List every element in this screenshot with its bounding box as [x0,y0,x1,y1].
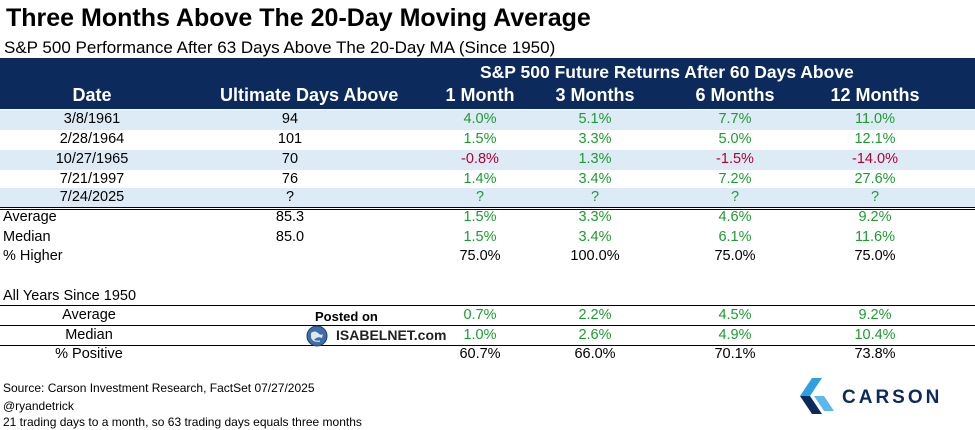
cell-date: 2/28/1964 [59,131,125,147]
cell-6-months: 6.1% [718,229,752,245]
cell-3-months: 3.3% [578,209,612,225]
cell-12-months: 10.4% [854,327,896,343]
all-years-row: % Positive 60.7% 66.0% 70.1% 73.8% [0,345,975,365]
cell-1-month: 1.4% [463,171,497,187]
footer-source: Source: Carson Investment Research, Fact… [3,381,315,395]
cell-1-month: 75.0% [459,248,501,264]
cell-days-above: 101 [277,131,303,147]
cell-3-months: 3.4% [578,229,612,245]
table-row: 2/28/1964 101 1.5% 3.3% 5.0% 12.1% [0,130,975,150]
cell-1-month: -0.8% [461,151,499,167]
cell-12-months: 75.0% [854,248,896,264]
cell-3-months: 2.6% [578,327,612,343]
divider-line [0,209,975,210]
footer-handle: @ryandetrick [3,399,74,413]
cell-12-months: 9.2% [858,307,892,323]
summary-row: Average 85.3 1.5% 3.3% 4.6% 9.2% [0,208,975,228]
cell-1-month: ? [475,189,485,205]
isabelnet-site-label: ISABELNET.com [336,327,447,343]
cell-days-above: 94 [281,111,299,127]
cell-date: 10/27/1965 [55,151,129,167]
cell-1-month: 1.5% [463,229,497,245]
cell-1-month: 1.0% [463,327,497,343]
column-header-6-months: 6 Months [695,85,775,105]
cell-12-months: 9.2% [858,209,892,225]
cell-days-above: 70 [281,151,299,167]
divider-line [0,305,975,306]
page-title: Three Months Above The 20-Day Moving Ave… [6,4,591,32]
cell-1-month: 4.0% [463,111,497,127]
cell-12-months: 11.6% [854,229,896,245]
summary-label: Average [3,209,57,225]
all-years-row: Average 0.7% 2.2% 4.5% 9.2% [0,306,975,326]
table-row: 7/21/1997 76 1.4% 3.4% 7.2% 27.6% [0,170,975,190]
cell-3-months: 3.3% [578,131,612,147]
cell-date: 3/8/1961 [63,111,121,127]
posted-on-label: Posted on [315,309,378,324]
table-row: 7/24/2025 ? ? ? ? ? [0,188,975,208]
cell-12-months: -14.0% [852,151,898,167]
cell-3-months: 100.0% [570,248,620,264]
cell-6-months: ? [730,189,740,205]
divider-line [0,345,975,346]
cell-12-months: 11.0% [854,111,896,127]
isabelnet-watermark: ISABELNET.com [306,324,456,348]
table-header: S&P 500 Future Returns After 60 Days Abo… [0,58,975,109]
cell-1-month: 60.7% [459,346,501,362]
divider-line [0,325,975,326]
table-row: 3/8/1961 94 4.0% 5.1% 7.7% 11.0% [0,110,975,130]
cell-6-months: 4.5% [718,307,752,323]
carson-logo-text: CARSON [842,387,943,408]
cell-12-months: ? [870,189,880,205]
cell-12-months: 12.1% [854,131,896,147]
cell-6-months: 75.0% [714,248,756,264]
cell-3-months: 5.1% [578,111,612,127]
all-years-label: Median [65,327,113,343]
column-header-3-months: 3 Months [555,85,635,105]
cell-6-months: 4.9% [718,327,752,343]
cell-date: 7/21/1997 [59,171,125,187]
table-row: 10/27/1965 70 -0.8% 1.3% -1.5% -14.0% [0,150,975,170]
carson-logo: CARSON [800,378,950,416]
section-title-all-years: All Years Since 1950 [3,288,137,304]
cell-6-months: 7.2% [718,171,752,187]
cell-date: 7/24/2025 [59,189,125,205]
cell-days-above: ? [285,189,295,205]
cell-3-months: ? [590,189,600,205]
cell-6-months: 5.0% [718,131,752,147]
cell-6-months: -1.5% [716,151,754,167]
summary-label: Median [3,229,51,245]
summary-row: Median 85.0 1.5% 3.4% 6.1% 11.6% [0,228,975,248]
cell-12-months: 73.8% [854,346,896,362]
divider-line [0,207,975,208]
cell-3-months: 2.2% [578,307,612,323]
cell-days-above: 76 [281,171,299,187]
summary-label: % Higher [3,248,63,264]
page-subtitle: S&P 500 Performance After 63 Days Above … [4,38,556,57]
column-header-date: Date [72,85,112,105]
cell-3-months: 66.0% [574,346,616,362]
globe-icon [306,325,328,347]
column-header-12-months: 12 Months [830,85,920,105]
cell-1-month: 1.5% [463,131,497,147]
cell-6-months: 4.6% [718,209,752,225]
cell-3-months: 1.3% [578,151,612,167]
cell-12-months: 27.6% [854,171,896,187]
footer-note: 21 trading days to a month, so 63 tradin… [3,415,362,429]
summary-row: % Higher 75.0% 100.0% 75.0% 75.0% [0,247,975,267]
cell-6-months: 70.1% [714,346,756,362]
cell-6-months: 7.7% [718,111,752,127]
cell-1-month: 1.5% [463,209,497,225]
cell-1-month: 0.7% [463,307,497,323]
column-header-days-above: Ultimate Days Above [220,85,399,105]
column-header-1-month: 1 Month [445,85,515,105]
carson-mark-icon [800,378,834,414]
cell-3-months: 3.4% [578,171,612,187]
all-years-row: Median 1.0% 2.6% 4.9% 10.4% [0,326,975,346]
header-super-label: S&P 500 Future Returns After 60 Days Abo… [480,62,854,82]
all-years-label: % Positive [55,346,123,362]
all-years-label: Average [62,307,116,323]
cell-days-above: 85.0 [275,229,305,245]
cell-days-above: 85.3 [275,209,305,225]
